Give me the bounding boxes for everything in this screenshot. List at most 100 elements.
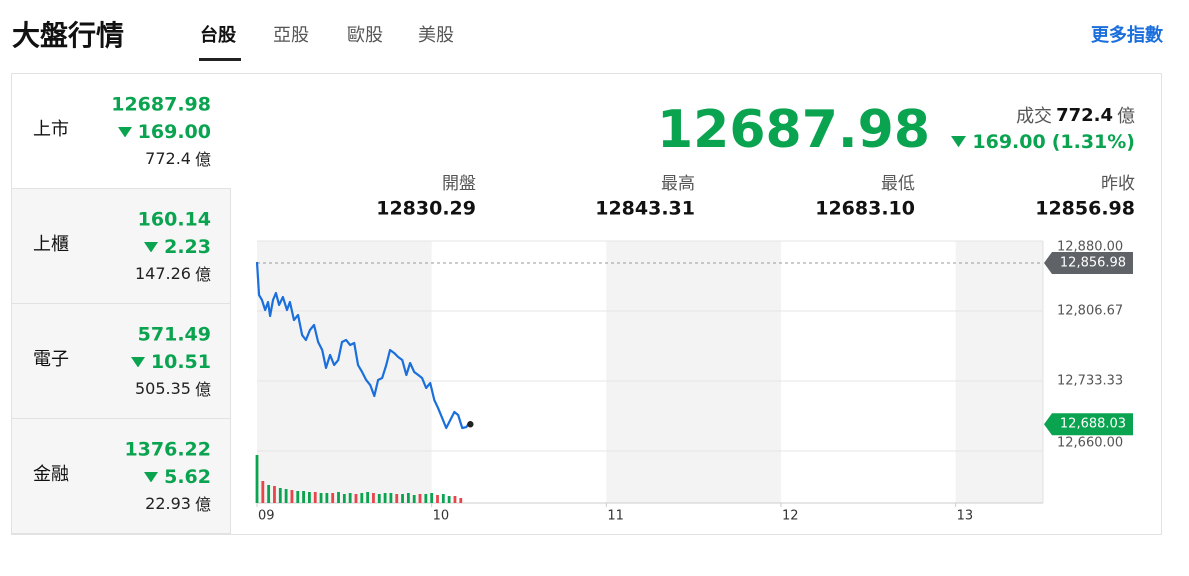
- y-tick-label: 12,660.00: [1057, 436, 1123, 451]
- volume-bar: [302, 491, 305, 503]
- volume-unit: 億: [194, 495, 211, 514]
- down-arrow: [144, 471, 159, 483]
- volume-bar: [441, 494, 445, 503]
- volume-bar: [308, 492, 311, 503]
- volume-bar: [337, 492, 340, 503]
- tab-underline: [199, 58, 241, 61]
- market-change: 10.51: [130, 351, 211, 373]
- more-indices-link[interactable]: 更多指數: [1091, 25, 1163, 47]
- volume-bar: [319, 493, 323, 503]
- market-volume-value: 772.4: [145, 148, 191, 168]
- price-line: [255, 261, 470, 430]
- x-tick-label: 13: [957, 509, 974, 524]
- volume-bar: [447, 496, 451, 503]
- market-name: 金融: [33, 464, 69, 486]
- y-tick-label: 12,880.00: [1057, 240, 1123, 255]
- market-price: 571.49: [137, 323, 211, 346]
- down-arrow-icon: [951, 136, 967, 148]
- market-volume-value: 22.93: [145, 493, 191, 513]
- volume-bar: [366, 492, 370, 503]
- reference-tag: [1044, 251, 1133, 274]
- market-price: 12687.98: [111, 93, 211, 116]
- stat-value: 12830.29: [376, 197, 476, 220]
- down-arrow: [117, 126, 132, 138]
- volume-bar: [261, 481, 265, 503]
- x-tick-label: 12: [782, 509, 799, 524]
- tab[interactable]: 亞股: [273, 25, 309, 47]
- session-shade: [257, 241, 432, 503]
- market-change-value: 2.23: [164, 236, 211, 258]
- volume-bar: [430, 493, 434, 503]
- market-change-value: 169.00: [137, 121, 211, 143]
- volume-bar: [296, 491, 300, 503]
- tab[interactable]: 美股: [418, 25, 454, 47]
- market-name: 上櫃: [33, 234, 69, 256]
- volume-bar: [383, 493, 387, 503]
- market-price: 1376.22: [124, 438, 211, 461]
- market-price: 160.14: [137, 208, 211, 231]
- volume-bar: [325, 493, 329, 503]
- stat-label: 最低: [881, 173, 915, 194]
- market-volume: 505.35 億: [135, 376, 211, 400]
- session-shade: [606, 241, 781, 503]
- volume-unit: 億: [194, 380, 211, 399]
- volume-bar: [377, 494, 381, 503]
- last-point: [467, 421, 474, 428]
- market-row[interactable]: [12, 419, 231, 534]
- volume-bar: [267, 485, 271, 503]
- x-tick-label: 10: [433, 509, 450, 524]
- page-title: 大盤行情: [12, 19, 125, 53]
- down-arrow-icon: [144, 471, 159, 483]
- volume-bar: [401, 494, 404, 503]
- volume-bar: [459, 498, 463, 503]
- quote-change-value: 169.00: [972, 131, 1046, 153]
- volume-bar: [406, 493, 410, 503]
- volume-bar: [389, 493, 393, 503]
- volume-bar: [372, 493, 375, 503]
- volume-bar: [453, 496, 457, 503]
- reference-tag-label: 12,856.98: [1060, 255, 1126, 270]
- last-price-tag-label: 12,688.03: [1060, 417, 1126, 432]
- tab[interactable]: 歐股: [347, 25, 383, 47]
- volume-bar: [418, 494, 422, 503]
- down-arrow-icon: [130, 356, 145, 368]
- volume-bar: [290, 490, 294, 503]
- turnover: 成交 772.4 億: [1016, 102, 1135, 128]
- market-volume: 22.93 億: [145, 491, 211, 515]
- market-change-value: 5.62: [164, 466, 211, 488]
- volume-bar: [424, 494, 428, 503]
- quote-change-pct: (1.31%): [1051, 131, 1135, 153]
- volume-bar: [342, 494, 346, 503]
- volume-bar: [436, 495, 439, 503]
- volume-unit: 億: [1117, 106, 1135, 127]
- x-tick-label: 11: [607, 509, 624, 524]
- volume-bar: [284, 489, 288, 503]
- volume-bar: [412, 495, 416, 503]
- down-arrow: [144, 241, 159, 253]
- market-change-value: 10.51: [150, 351, 211, 373]
- down-arrow-icon: [144, 241, 159, 253]
- stat-label: 開盤: [442, 173, 476, 194]
- down-arrow: [951, 136, 967, 148]
- volume-bar: [360, 493, 364, 503]
- volume-bar: [278, 488, 282, 503]
- market-change: 169.00: [117, 121, 211, 143]
- session-shade: [955, 241, 1043, 503]
- market-row[interactable]: [12, 189, 231, 304]
- stat-value: 12843.31: [595, 197, 695, 220]
- market-row[interactable]: [12, 304, 231, 419]
- down-arrow-icon: [117, 126, 132, 138]
- tab[interactable]: 台股: [200, 25, 236, 47]
- volume-unit: 億: [194, 265, 211, 284]
- market-name: 電子: [33, 349, 69, 371]
- volume-bar: [348, 493, 352, 503]
- current-price: 12687.98: [656, 99, 930, 160]
- y-tick-label: 12,733.33: [1057, 374, 1123, 389]
- market-volume: 147.26 億: [135, 261, 211, 285]
- stat-value: 12856.98: [1035, 197, 1135, 220]
- stat-label: 昨收: [1101, 173, 1135, 194]
- volume-unit: 億: [194, 150, 211, 169]
- market-change: 5.62: [144, 466, 211, 488]
- turnover-value: 772.4: [1056, 104, 1113, 126]
- market-volume-value: 147.26: [135, 263, 191, 283]
